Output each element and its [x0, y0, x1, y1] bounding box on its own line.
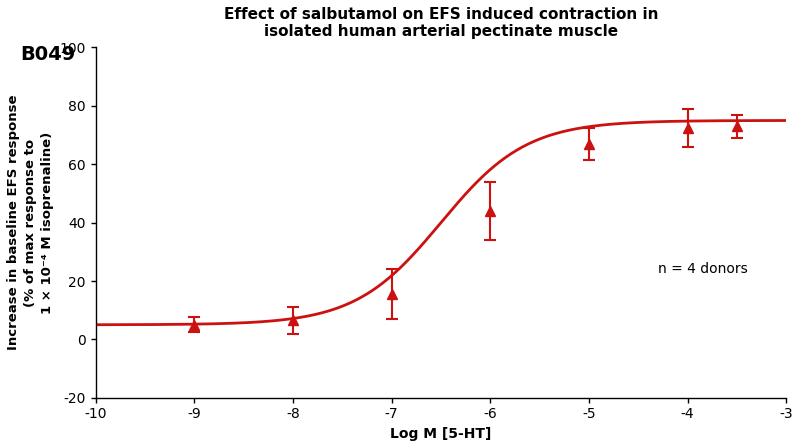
- Y-axis label: Increase in baseline EFS response
(% of max response to
1 × 10⁻⁴ M isoprenaline): Increase in baseline EFS response (% of …: [7, 95, 54, 350]
- X-axis label: Log M [5-HT]: Log M [5-HT]: [390, 427, 492, 441]
- Title: Effect of salbutamol on EFS induced contraction in
isolated human arterial pecti: Effect of salbutamol on EFS induced cont…: [224, 7, 658, 39]
- Text: n = 4 donors: n = 4 donors: [658, 263, 747, 276]
- Text: B049: B049: [20, 45, 75, 64]
